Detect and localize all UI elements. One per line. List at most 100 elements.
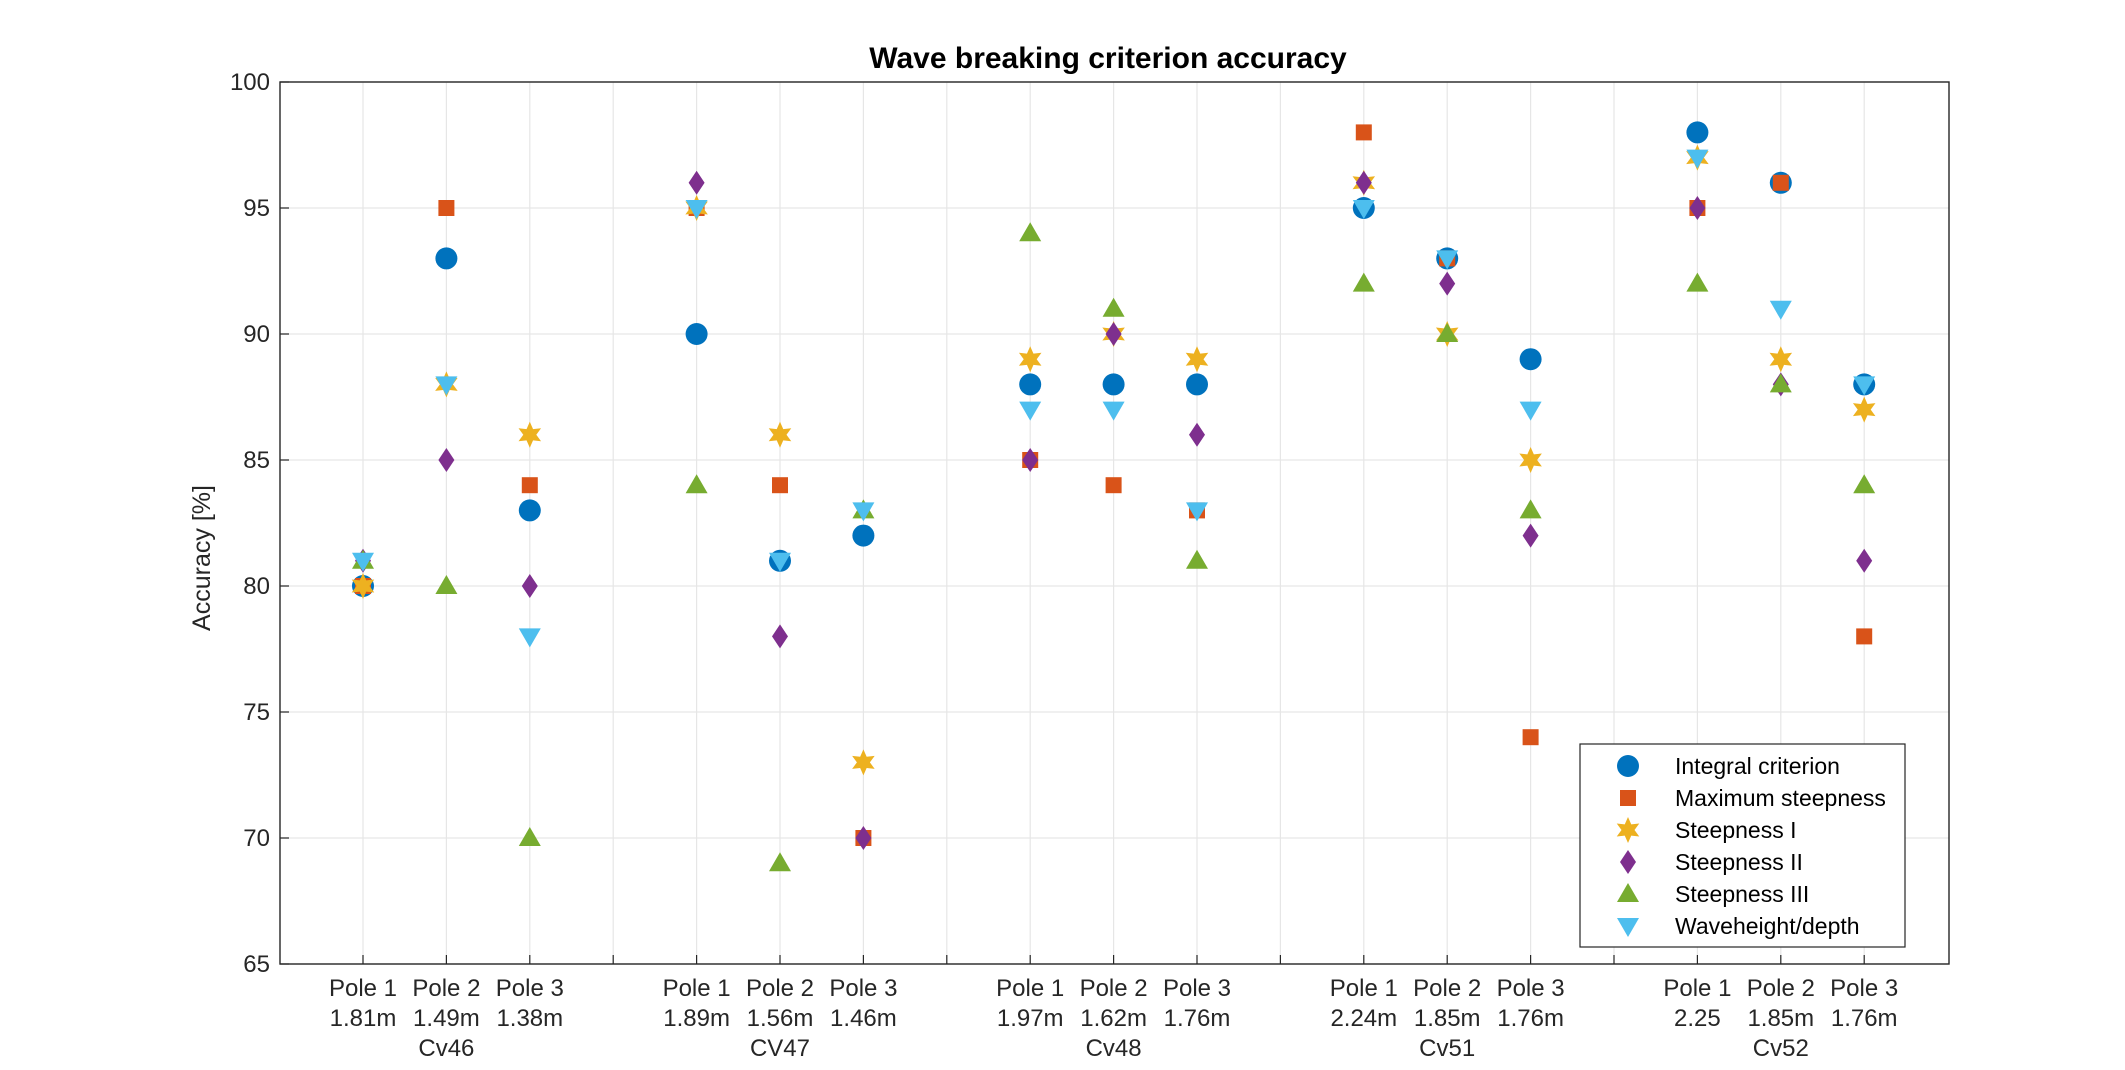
data-markers: [351, 121, 1876, 872]
x-tick-depth-label: 1.38m: [496, 1005, 563, 1032]
marker-steepness-ii: [1856, 548, 1873, 573]
legend-marker-steepness-iii: [1617, 883, 1639, 902]
marker-maximum-steepness: [1105, 477, 1122, 494]
marker-waveheight-depth: [518, 628, 541, 648]
marker-maximum-steepness: [1772, 174, 1789, 191]
marker-waveheight-depth: [1519, 401, 1542, 421]
x-tick-group-label: Cv52: [1753, 1035, 1809, 1062]
marker-waveheight-depth: [1853, 376, 1876, 396]
marker-steepness-i: [852, 749, 875, 776]
marker-steepness-ii: [855, 826, 872, 850]
marker-steepness-iii: [769, 852, 791, 872]
marker-steepness-iii: [1519, 499, 1542, 519]
x-tick-depth-label: 1.97m: [997, 1005, 1064, 1032]
marker-steepness-ii: [772, 624, 788, 649]
legend-box: [1579, 743, 1906, 948]
marker-steepness-ii: [1022, 448, 1039, 472]
x-tick-depth-label: 1.76m: [1164, 1005, 1231, 1032]
legend-label: Steepness I: [1675, 817, 1796, 843]
marker-maximum-steepness: [438, 200, 455, 216]
x-tick-depth-label: 1.62m: [1080, 1005, 1147, 1032]
marker-steepness-iii: [1686, 272, 1709, 292]
x-tick-depth-label: 1.89m: [663, 1005, 730, 1032]
legend: Integral criterion Maximum steepness Steep…: [1579, 743, 1906, 948]
legend-marker-maximum-steepness: [1620, 790, 1636, 806]
x-tick-pole-label: Pole 1: [996, 975, 1064, 1002]
marker-waveheight-depth: [1352, 200, 1375, 219]
x-tick-depth-label: 1.56m: [747, 1005, 814, 1032]
x-tick-depth-label: 1.76m: [1497, 1005, 1564, 1032]
y-tick-label: 70: [243, 825, 270, 852]
marker-steepness-i: [1519, 447, 1542, 473]
marker-steepness-iii: [1019, 222, 1042, 242]
marker-steepness-i: [518, 421, 542, 448]
x-tick-group-label: Cv46: [418, 1035, 474, 1062]
marker-steepness-i: [1185, 346, 1209, 373]
marker-steepness-i: [1769, 346, 1793, 373]
marker-steepness-iii: [518, 827, 541, 846]
marker-maximum-steepness: [1355, 124, 1372, 141]
x-tick-pole-label: Pole 1: [1330, 975, 1398, 1002]
marker-steepness-i: [768, 421, 792, 448]
x-tick-pole-label: Pole 3: [1163, 975, 1231, 1002]
marker-waveheight-depth: [1686, 149, 1709, 169]
legend-label: Waveheight/depth: [1675, 913, 1860, 939]
x-tick-labels: Pole 1 1.81m Pole 2 1.49m Cv46 Pole 3 1.38m Pol…: [329, 975, 1898, 1062]
x-tick-pole-label: Pole 2: [1747, 975, 1815, 1002]
axes: [279, 81, 1950, 965]
y-axis-label: Accuracy [%]: [188, 485, 216, 631]
legend-label: Steepness III: [1675, 881, 1809, 907]
marker-waveheight-depth: [1436, 250, 1459, 270]
y-tick-label: 95: [243, 195, 270, 222]
x-tick-depth-label: 2.24m: [1330, 1005, 1397, 1032]
x-tick-pole-label: Pole 2: [1413, 975, 1481, 1002]
chart-title: Wave breaking criterion accuracy: [869, 42, 1347, 75]
x-tick-group-label: CV47: [750, 1035, 810, 1062]
x-tick-depth-label: 1.46m: [830, 1005, 897, 1032]
marker-steepness-ii: [1355, 170, 1372, 195]
x-tick-pole-label: Pole 3: [496, 975, 564, 1002]
marker-steepness-i: [1852, 396, 1876, 423]
marker-steepness-i: [351, 573, 375, 599]
y-tick-label: 85: [243, 447, 270, 474]
marker-maximum-steepness: [1522, 729, 1539, 746]
x-tick-depth-label: 2.25: [1674, 1005, 1721, 1032]
marker-waveheight-depth: [685, 200, 708, 219]
x-tick-depth-label: 1.81m: [330, 1005, 397, 1032]
marker-steepness-iii: [1769, 373, 1792, 393]
marker-steepness-iii: [685, 474, 708, 494]
marker-steepness-ii: [1105, 322, 1122, 346]
x-tick-pole-label: Pole 1: [329, 975, 397, 1002]
x-tick-pole-label: Pole 3: [829, 975, 897, 1002]
y-tick-label: 100: [230, 69, 270, 96]
y-tick-label: 75: [243, 699, 270, 726]
marker-maximum-steepness: [521, 477, 538, 494]
legend-marker-waveheight-depth: [1617, 918, 1639, 937]
x-tick-pole-label: Pole 2: [1080, 975, 1148, 1002]
x-tick-pole-label: Pole 1: [1663, 975, 1731, 1002]
y-tick-label: 80: [243, 573, 270, 600]
marker-steepness-ii: [1439, 271, 1456, 296]
y-tick-label: 90: [243, 321, 270, 348]
legend-marker-steepness-i: [1616, 817, 1640, 843]
marker-integral-criterion: [1519, 348, 1542, 371]
marker-waveheight-depth: [435, 376, 458, 396]
marker-waveheight-depth: [852, 502, 875, 522]
marker-waveheight-depth: [1102, 401, 1125, 421]
marker-steepness-ii: [438, 448, 455, 472]
x-tick-pole-label: Pole 3: [1830, 975, 1898, 1002]
marker-waveheight-depth: [769, 552, 791, 572]
x-tick-depth-label: 1.76m: [1831, 1005, 1898, 1032]
marker-waveheight-depth: [352, 552, 374, 572]
x-tick-pole-label: Pole 2: [412, 975, 480, 1002]
marker-integral-criterion: [1102, 373, 1125, 396]
y-tick-labels: 65 70 75 80 85 90 95 100: [230, 69, 270, 978]
marker-steepness-ii: [1189, 422, 1205, 447]
marker-steepness-iii: [435, 575, 458, 594]
marker-maximum-steepness: [772, 477, 788, 494]
x-tick-depth-label: 1.85m: [1747, 1005, 1814, 1032]
marker-steepness-iii: [1352, 272, 1375, 292]
marker-integral-criterion: [1686, 121, 1709, 144]
marker-waveheight-depth: [1186, 502, 1208, 522]
